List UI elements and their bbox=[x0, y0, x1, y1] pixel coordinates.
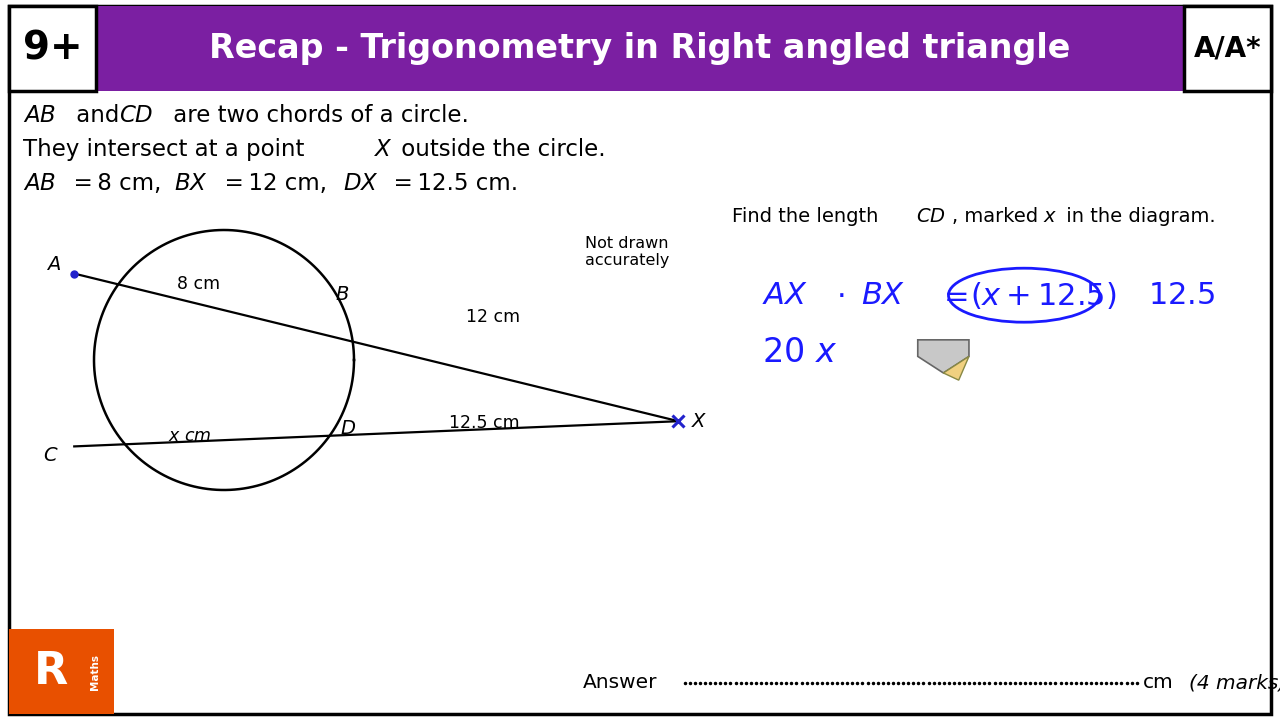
Polygon shape bbox=[918, 340, 969, 373]
Text: $X$: $X$ bbox=[374, 138, 393, 161]
Text: $\cdot$: $\cdot$ bbox=[836, 281, 845, 310]
FancyBboxPatch shape bbox=[6, 629, 116, 715]
Text: $=$: $=$ bbox=[938, 281, 969, 310]
Text: $DX$: $DX$ bbox=[343, 172, 379, 195]
FancyBboxPatch shape bbox=[1184, 6, 1271, 91]
Text: , marked: , marked bbox=[952, 207, 1042, 225]
Text: $AX$: $AX$ bbox=[762, 281, 808, 310]
Text: $BX$: $BX$ bbox=[861, 281, 906, 310]
Text: $BX$: $BX$ bbox=[174, 172, 207, 195]
Text: 9+: 9+ bbox=[23, 30, 82, 67]
Text: $D$: $D$ bbox=[340, 419, 357, 438]
Text: $x$: $x$ bbox=[1043, 207, 1057, 225]
Text: 12.5 cm: 12.5 cm bbox=[448, 415, 520, 432]
Text: $B$: $B$ bbox=[335, 285, 349, 304]
Text: A/A*: A/A* bbox=[1194, 35, 1261, 62]
Text: Not drawn
accurately: Not drawn accurately bbox=[585, 236, 669, 268]
Text: cm: cm bbox=[1143, 673, 1174, 692]
Text: $CD$: $CD$ bbox=[119, 104, 154, 127]
Text: (4 marks): (4 marks) bbox=[1189, 673, 1280, 692]
Text: are two chords of a circle.: are two chords of a circle. bbox=[166, 104, 470, 127]
Polygon shape bbox=[943, 356, 969, 380]
Text: = 8 cm,: = 8 cm, bbox=[69, 172, 173, 195]
Text: $A$: $A$ bbox=[46, 256, 61, 274]
Text: and: and bbox=[69, 104, 127, 127]
FancyBboxPatch shape bbox=[9, 6, 96, 91]
Text: R: R bbox=[33, 650, 68, 693]
Text: outside the circle.: outside the circle. bbox=[394, 138, 605, 161]
FancyBboxPatch shape bbox=[9, 6, 1271, 91]
Text: Answer: Answer bbox=[582, 673, 657, 692]
Text: in the diagram.: in the diagram. bbox=[1060, 207, 1216, 225]
Text: $CD$: $CD$ bbox=[916, 207, 946, 225]
Text: 12 cm: 12 cm bbox=[466, 307, 520, 325]
Text: 8 cm: 8 cm bbox=[177, 276, 220, 294]
Text: $(x+12.5)$: $(x+12.5)$ bbox=[970, 279, 1117, 311]
Text: Recap - Trigonometry in Right angled triangle: Recap - Trigonometry in Right angled tri… bbox=[210, 32, 1070, 65]
Text: Find the length: Find the length bbox=[732, 207, 882, 225]
Text: They intersect at a point: They intersect at a point bbox=[23, 138, 311, 161]
Text: $x$ cm: $x$ cm bbox=[168, 426, 211, 444]
Text: = 12 cm,: = 12 cm, bbox=[220, 172, 339, 195]
Text: $AB$: $AB$ bbox=[23, 104, 56, 127]
Text: $12.5$: $12.5$ bbox=[1148, 281, 1216, 310]
Text: = 12.5 cm.: = 12.5 cm. bbox=[389, 172, 518, 195]
Text: $20\ x$: $20\ x$ bbox=[762, 336, 837, 369]
Text: $X$: $X$ bbox=[691, 412, 708, 431]
Text: $C$: $C$ bbox=[44, 446, 59, 464]
Text: Maths: Maths bbox=[90, 654, 100, 690]
FancyBboxPatch shape bbox=[9, 6, 1271, 714]
Text: $AB$: $AB$ bbox=[23, 172, 56, 195]
